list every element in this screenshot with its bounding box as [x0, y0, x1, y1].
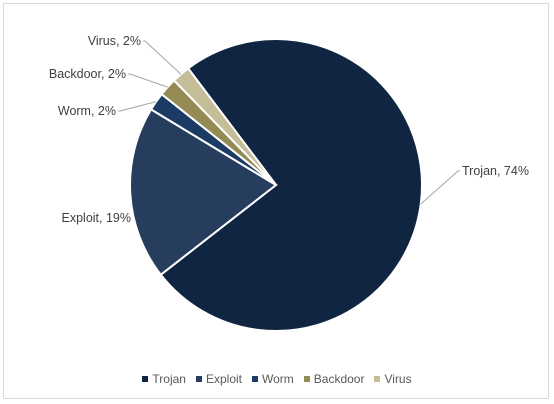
legend: Trojan Exploit Worm Backdoor Virus	[0, 372, 554, 386]
legend-label-exploit: Exploit	[205, 372, 242, 386]
legend-swatch-exploit	[195, 376, 202, 382]
legend-item-exploit: Exploit	[195, 372, 242, 386]
legend-label-virus: Virus	[384, 372, 412, 386]
data-label-virus: Virus, 2%	[88, 34, 141, 48]
legend-swatch-trojan	[142, 376, 149, 382]
legend-swatch-backdoor	[303, 376, 310, 382]
leader-line-trojan	[420, 170, 460, 205]
legend-item-worm: Worm	[252, 372, 294, 386]
pie-slices	[129, 38, 423, 332]
data-labels: Trojan, 74% Exploit, 19% Worm, 2% Backdoor,…	[49, 34, 529, 225]
pie-slice-trojan	[159, 38, 423, 332]
leader-line-worm	[118, 101, 157, 112]
legend-label-worm: Worm	[262, 372, 294, 386]
legend-swatch-virus	[374, 376, 381, 382]
legend-item-trojan: Trojan	[142, 372, 186, 386]
data-label-worm: Worm, 2%	[58, 104, 116, 118]
leader-line-virus	[143, 40, 182, 75]
legend-label-trojan: Trojan	[152, 372, 186, 386]
data-label-backdoor: Backdoor, 2%	[49, 67, 126, 81]
legend-swatch-worm	[252, 376, 258, 382]
legend-item-virus: Virus	[374, 372, 412, 386]
data-label-exploit: Exploit, 19%	[62, 211, 131, 225]
leader-lines	[118, 40, 460, 205]
legend-item-backdoor: Backdoor	[303, 372, 365, 386]
legend-label-backdoor: Backdoor	[313, 372, 365, 386]
pie-slice-exploit	[129, 108, 278, 277]
leader-line-backdoor	[128, 73, 168, 88]
data-label-trojan: Trojan, 74%	[462, 164, 529, 178]
